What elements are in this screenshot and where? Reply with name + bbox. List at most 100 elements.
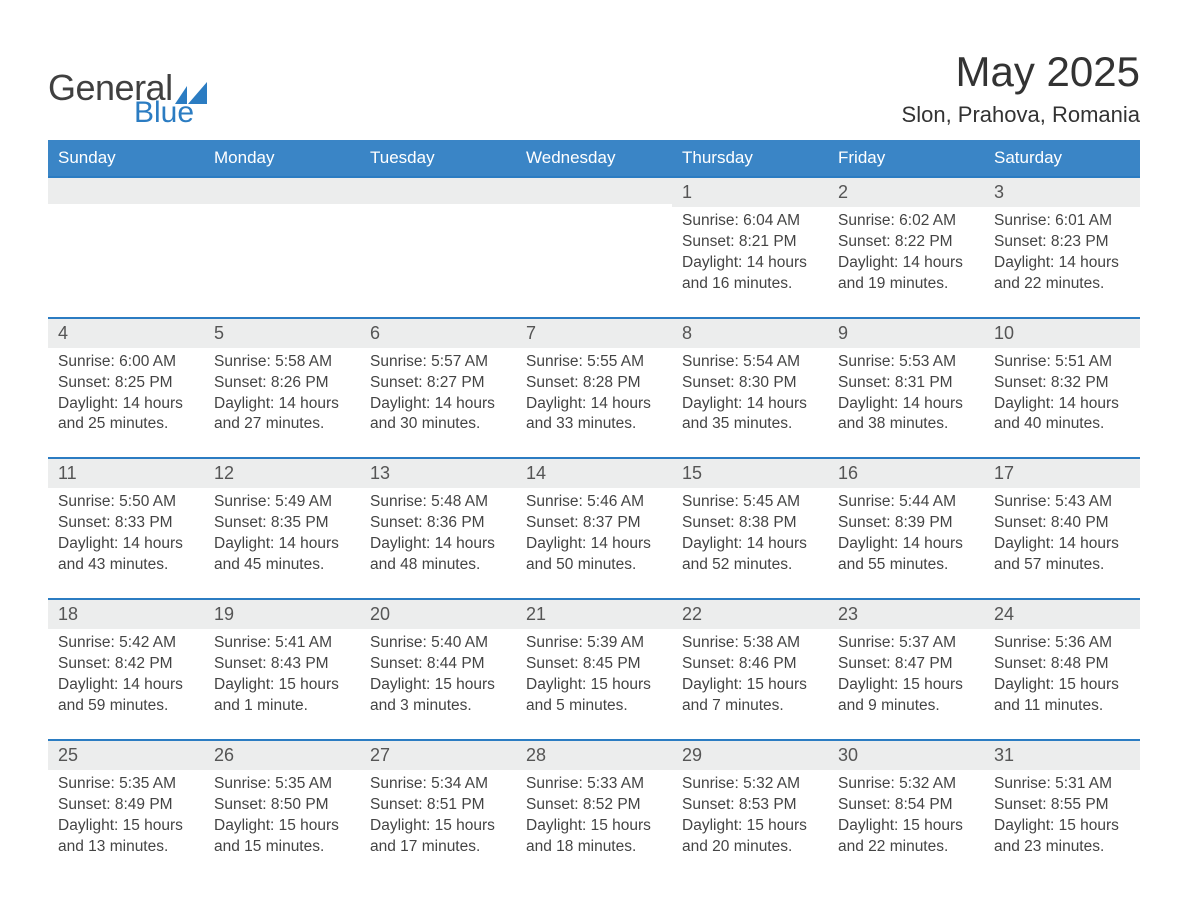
sunrise-text: Sunrise: 5:37 AM: [838, 633, 974, 654]
calendar-cell: 28Sunrise: 5:33 AMSunset: 8:52 PMDayligh…: [516, 740, 672, 880]
day-details: Sunrise: 5:39 AMSunset: 8:45 PMDaylight:…: [516, 629, 672, 739]
day-details: Sunrise: 6:00 AMSunset: 8:25 PMDaylight:…: [48, 348, 204, 458]
daylight-text: Daylight: 14 hours and 57 minutes.: [994, 534, 1130, 576]
daylight-text: Daylight: 14 hours and 30 minutes.: [370, 394, 506, 436]
top-bar: General Blue May 2025 Slon, Prahova, Rom…: [48, 48, 1140, 128]
sunrise-text: Sunrise: 5:49 AM: [214, 492, 350, 513]
day-number: 28: [516, 741, 672, 770]
weekday-header: Friday: [828, 140, 984, 177]
daylight-text: Daylight: 14 hours and 40 minutes.: [994, 394, 1130, 436]
sunrise-text: Sunrise: 6:01 AM: [994, 211, 1130, 232]
calendar-cell: 8Sunrise: 5:54 AMSunset: 8:30 PMDaylight…: [672, 318, 828, 459]
calendar-cell: 30 Sunrise: 5:32 AMSunset: 8:54 PMDayligh…: [828, 740, 984, 880]
sunset-text: Sunset: 8:51 PM: [370, 795, 506, 816]
day-number: 5: [204, 319, 360, 348]
sunset-text: Sunset: 8:54 PM: [838, 795, 974, 816]
sunset-text: Sunset: 8:21 PM: [682, 232, 818, 253]
page: General Blue May 2025 Slon, Prahova, Rom…: [0, 0, 1188, 879]
daylight-text: Daylight: 14 hours and 33 minutes.: [526, 394, 662, 436]
calendar-cell: 27Sunrise: 5:34 AMSunset: 8:51 PMDayligh…: [360, 740, 516, 880]
daylight-text: Daylight: 14 hours and 52 minutes.: [682, 534, 818, 576]
day-details: Sunrise: 5:55 AMSunset: 8:28 PMDaylight:…: [516, 348, 672, 458]
weekday-header: Wednesday: [516, 140, 672, 177]
daylight-text: Daylight: 15 hours and 7 minutes.: [682, 675, 818, 717]
sunrise-text: Sunrise: 5:54 AM: [682, 352, 818, 373]
sunrise-text: Sunrise: 5:39 AM: [526, 633, 662, 654]
day-number: 15: [672, 459, 828, 488]
day-number: 3: [984, 178, 1140, 207]
daylight-text: Daylight: 14 hours and 59 minutes.: [58, 675, 194, 717]
sunrise-text: Sunrise: 5:35 AM: [214, 774, 350, 795]
day-number: 17: [984, 459, 1140, 488]
day-number: 19: [204, 600, 360, 629]
calendar-cell: 1Sunrise: 6:04 AMSunset: 8:21 PMDaylight…: [672, 177, 828, 318]
calendar-cell: [204, 177, 360, 318]
calendar-cell: 18Sunrise: 5:42 AMSunset: 8:42 PMDayligh…: [48, 599, 204, 740]
sunset-text: Sunset: 8:40 PM: [994, 513, 1130, 534]
sunset-text: Sunset: 8:55 PM: [994, 795, 1130, 816]
day-details: Sunrise: 6:01 AMSunset: 8:23 PMDaylight:…: [984, 207, 1140, 317]
day-number: 7: [516, 319, 672, 348]
sunset-text: Sunset: 8:37 PM: [526, 513, 662, 534]
calendar-cell: 31Sunrise: 5:31 AMSunset: 8:55 PMDayligh…: [984, 740, 1140, 880]
day-number: 14: [516, 459, 672, 488]
calendar-cell: 24Sunrise: 5:36 AMSunset: 8:48 PMDayligh…: [984, 599, 1140, 740]
sunrise-text: Sunrise: 5:31 AM: [994, 774, 1130, 795]
day-number: 4: [48, 319, 204, 348]
sunset-text: Sunset: 8:38 PM: [682, 513, 818, 534]
sunset-text: Sunset: 8:48 PM: [994, 654, 1130, 675]
day-details: Sunrise: 5:35 AMSunset: 8:50 PMDaylight:…: [204, 770, 360, 880]
sunset-text: Sunset: 8:46 PM: [682, 654, 818, 675]
calendar-cell: [516, 177, 672, 318]
sunrise-text: Sunrise: 5:33 AM: [526, 774, 662, 795]
day-number: 18: [48, 600, 204, 629]
daylight-text: Daylight: 14 hours and 48 minutes.: [370, 534, 506, 576]
day-number: 20: [360, 600, 516, 629]
calendar-cell: 22Sunrise: 5:38 AMSunset: 8:46 PMDayligh…: [672, 599, 828, 740]
sunset-text: Sunset: 8:22 PM: [838, 232, 974, 253]
day-number: 2: [828, 178, 984, 207]
day-number: [48, 178, 204, 204]
day-details: Sunrise: 5:51 AMSunset: 8:32 PMDaylight:…: [984, 348, 1140, 458]
calendar-cell: 29Sunrise: 5:32 AMSunset: 8:53 PMDayligh…: [672, 740, 828, 880]
calendar-week-row: 25Sunrise: 5:35 AMSunset: 8:49 PMDayligh…: [48, 740, 1140, 880]
sunrise-text: Sunrise: 5:51 AM: [994, 352, 1130, 373]
calendar-cell: 17Sunrise: 5:43 AMSunset: 8:40 PMDayligh…: [984, 458, 1140, 599]
sunset-text: Sunset: 8:26 PM: [214, 373, 350, 394]
day-details: Sunrise: 5:57 AMSunset: 8:27 PMDaylight:…: [360, 348, 516, 458]
calendar-cell: [360, 177, 516, 318]
day-number: 30: [828, 741, 984, 770]
sunrise-text: Sunrise: 5:34 AM: [370, 774, 506, 795]
sunrise-text: Sunrise: 5:40 AM: [370, 633, 506, 654]
page-subtitle: Slon, Prahova, Romania: [902, 102, 1140, 128]
sunset-text: Sunset: 8:35 PM: [214, 513, 350, 534]
sunrise-text: Sunrise: 5:32 AM: [838, 774, 974, 795]
calendar-cell: 9Sunrise: 5:53 AMSunset: 8:31 PMDaylight…: [828, 318, 984, 459]
calendar-cell: 7Sunrise: 5:55 AMSunset: 8:28 PMDaylight…: [516, 318, 672, 459]
sunset-text: Sunset: 8:30 PM: [682, 373, 818, 394]
sunrise-text: Sunrise: 5:55 AM: [526, 352, 662, 373]
day-number: 23: [828, 600, 984, 629]
daylight-text: Daylight: 15 hours and 1 minute.: [214, 675, 350, 717]
calendar-header-row: SundayMondayTuesdayWednesdayThursdayFrid…: [48, 140, 1140, 177]
daylight-text: Daylight: 15 hours and 22 minutes.: [838, 816, 974, 858]
day-details: Sunrise: 5:40 AMSunset: 8:44 PMDaylight:…: [360, 629, 516, 739]
calendar-week-row: 1Sunrise: 6:04 AMSunset: 8:21 PMDaylight…: [48, 177, 1140, 318]
daylight-text: Daylight: 14 hours and 43 minutes.: [58, 534, 194, 576]
day-details: Sunrise: 5:58 AMSunset: 8:26 PMDaylight:…: [204, 348, 360, 458]
calendar-cell: 21Sunrise: 5:39 AMSunset: 8:45 PMDayligh…: [516, 599, 672, 740]
day-details: Sunrise: 6:04 AMSunset: 8:21 PMDaylight:…: [672, 207, 828, 317]
sunset-text: Sunset: 8:45 PM: [526, 654, 662, 675]
day-details: Sunrise: 5:50 AMSunset: 8:33 PMDaylight:…: [48, 488, 204, 598]
day-number: 26: [204, 741, 360, 770]
sunrise-text: Sunrise: 5:36 AM: [994, 633, 1130, 654]
day-details: Sunrise: 5:43 AMSunset: 8:40 PMDaylight:…: [984, 488, 1140, 598]
day-number: [516, 178, 672, 204]
weekday-header: Thursday: [672, 140, 828, 177]
sunrise-text: Sunrise: 5:43 AM: [994, 492, 1130, 513]
weekday-header: Sunday: [48, 140, 204, 177]
day-number: 29: [672, 741, 828, 770]
calendar-cell: 14Sunrise: 5:46 AMSunset: 8:37 PMDayligh…: [516, 458, 672, 599]
day-details: Sunrise: 5:49 AMSunset: 8:35 PMDaylight:…: [204, 488, 360, 598]
weekday-header: Monday: [204, 140, 360, 177]
